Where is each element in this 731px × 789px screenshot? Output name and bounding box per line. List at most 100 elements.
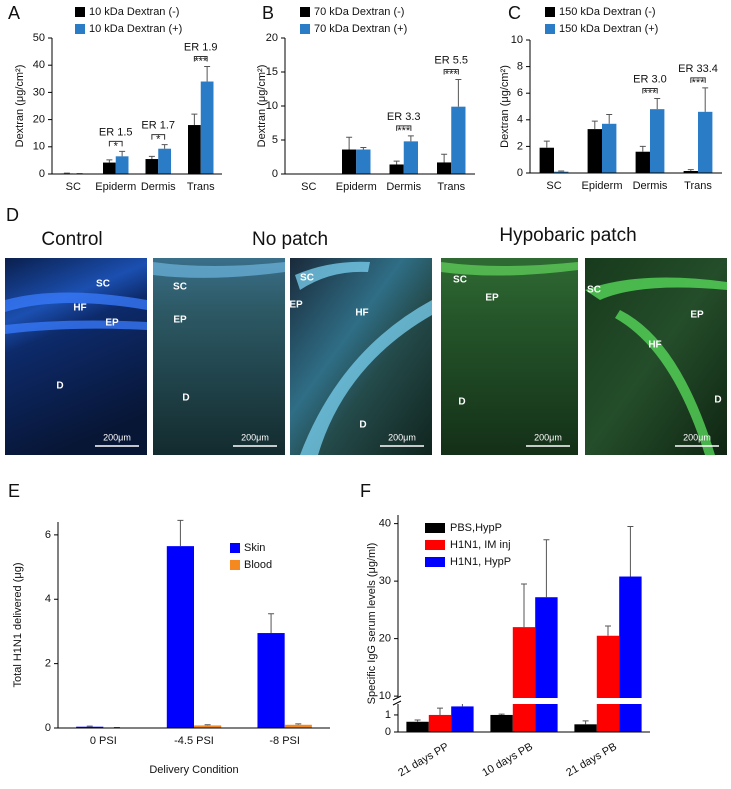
tissue-label: SC (453, 275, 467, 286)
y-tick-label: 0 (272, 168, 278, 180)
y-tick-label: 50 (33, 32, 45, 44)
bar (257, 633, 284, 728)
y-tick-label: 0 (385, 726, 391, 738)
error-bar (437, 708, 443, 715)
x-tick-label: Epiderm (582, 180, 623, 192)
error-bar (606, 114, 612, 123)
bar (103, 163, 116, 174)
bar (451, 706, 473, 732)
bar (158, 149, 171, 174)
legend-swatch (425, 540, 445, 550)
error-bar (702, 88, 708, 112)
bar (404, 141, 418, 174)
x-tick-label: -8 PSI (269, 735, 300, 747)
y-tick-label: 20 (379, 633, 391, 645)
scale-label: 200μm (103, 432, 131, 442)
x-tick-label: SC (301, 181, 316, 193)
tissue-label: SC (96, 279, 110, 290)
error-bar (543, 540, 549, 598)
y-tick-label: 0 (517, 167, 523, 179)
legend-label: H1N1, IM inj (450, 539, 511, 551)
significance: *** (692, 77, 706, 89)
y-tick-label: 4 (45, 593, 51, 605)
legend-label: 150 kDa Dextran (-) (559, 6, 656, 18)
x-tick-label: -4.5 PSI (174, 735, 214, 747)
error-bar (521, 584, 527, 627)
error-bar (149, 156, 155, 159)
bar (342, 150, 356, 174)
tissue-label: SC (173, 282, 187, 293)
legend-label: 70 kDa Dextran (+) (314, 23, 407, 35)
bar (490, 715, 512, 732)
y-tick-label: 20 (33, 114, 45, 126)
panel-letter: E (8, 481, 20, 501)
error-bar (360, 147, 366, 149)
bar (451, 107, 465, 174)
tissue-label: EP (690, 310, 704, 321)
tissue-label: D (182, 393, 189, 404)
y-tick-label: 0 (39, 168, 45, 180)
y-tick-label: 10 (266, 100, 278, 112)
x-tick-label: Dermis (141, 181, 176, 193)
y-tick-label: 0 (45, 722, 51, 734)
bar (513, 627, 535, 732)
error-bar (499, 714, 505, 715)
error-bar (119, 151, 125, 156)
significance: *** (445, 68, 459, 80)
error-bar (640, 146, 646, 151)
legend-swatch (230, 543, 240, 553)
tissue-label: EP (289, 300, 303, 311)
y-axis-title: Total H1N1 delivered (μg) (12, 563, 24, 688)
legend-label: Skin (244, 542, 265, 554)
bar (650, 109, 664, 173)
x-tick-label: SC (66, 181, 81, 193)
x-tick-label: 0 PSI (90, 735, 117, 747)
bar (201, 82, 214, 174)
legend-label: Blood (244, 559, 272, 571)
error-bar (688, 170, 694, 171)
y-axis-title: Dextran (μg/cm²) (499, 65, 511, 148)
bar (406, 722, 428, 732)
y-tick-label: 40 (33, 59, 45, 71)
tissue-label: HF (355, 308, 368, 319)
x-tick-label: Epiderm (336, 181, 377, 193)
error-bar (441, 154, 447, 162)
bar (356, 150, 370, 174)
y-tick-label: 6 (45, 529, 51, 541)
micrograph (5, 258, 147, 455)
legend-label: 150 kDa Dextran (+) (559, 23, 658, 35)
error-bar (455, 79, 461, 106)
tissue-label: HF (648, 340, 661, 351)
panel-letter: A (8, 3, 20, 23)
scale-label: 200μm (683, 432, 711, 442)
legend-swatch (425, 557, 445, 567)
bar (588, 129, 602, 173)
x-tick-label: Trans (684, 180, 712, 192)
error-bar (415, 720, 421, 722)
significance: * (114, 140, 119, 152)
legend-swatch (230, 560, 240, 570)
y-tick-label: 20 (266, 32, 278, 44)
tissue-label: D (359, 420, 366, 431)
significance: *** (644, 87, 658, 99)
tissue-label: EP (173, 315, 187, 326)
tissue-label: D (714, 395, 721, 406)
legend-label: PBS,HypP (450, 522, 502, 534)
tissue-label: EP (485, 293, 499, 304)
scale-label: 200μm (241, 432, 269, 442)
y-tick-label: 30 (379, 575, 391, 587)
y-tick-label: 10 (33, 141, 45, 153)
bar (188, 125, 201, 174)
error-bar (191, 114, 197, 125)
x-tick-label: Trans (187, 181, 215, 193)
x-tick-label: 21 days PB (564, 741, 619, 780)
bar (636, 152, 650, 173)
legend-label: 10 kDa Dextran (+) (89, 23, 182, 35)
panel-heading: Hypobaric patch (499, 225, 636, 246)
enhancement-ratio: ER 3.3 (387, 111, 421, 123)
bar (574, 724, 596, 732)
bar (597, 636, 619, 732)
bar (535, 597, 557, 732)
legend-label: 10 kDa Dextran (-) (89, 6, 179, 18)
